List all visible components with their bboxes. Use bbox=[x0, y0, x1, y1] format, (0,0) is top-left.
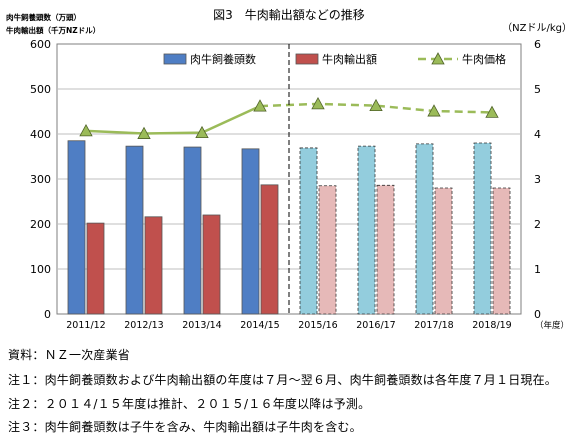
cattle-bar bbox=[299, 147, 318, 315]
axis-ticks: 0 100 200 300 400 500 600 0 1 2 3 4 5 6 bbox=[30, 38, 541, 321]
x-tick-label: 2015/16 bbox=[298, 320, 337, 331]
cattle-bar bbox=[357, 145, 376, 315]
chart: 図3 牛肉輸出額などの推移 肉牛飼養頭数（万頭） 牛肉輸出額（千万NZドル） （… bbox=[6, 7, 572, 331]
left-tick-label: 200 bbox=[30, 218, 51, 231]
right-tick-label: 1 bbox=[534, 263, 541, 276]
x-tick-label: 2014/15 bbox=[240, 320, 279, 331]
x-tick-label: 2013/14 bbox=[182, 320, 221, 331]
price-line bbox=[79, 97, 499, 139]
left-tick-label: 500 bbox=[30, 83, 51, 96]
x-axis-label: （年度） bbox=[535, 320, 569, 331]
legend-label-cattle: 肉牛飼養頭数 bbox=[190, 52, 256, 66]
price-point bbox=[369, 98, 383, 112]
price-point bbox=[195, 125, 209, 139]
export-bar bbox=[144, 216, 163, 315]
x-tick-label: 2011/12 bbox=[66, 320, 105, 331]
price-point bbox=[485, 105, 499, 118]
export-bar bbox=[86, 222, 105, 315]
price-point bbox=[137, 126, 151, 139]
price-point bbox=[253, 99, 267, 112]
cattle-bar bbox=[415, 143, 434, 315]
cattle-bar bbox=[183, 146, 202, 315]
right-tick-label: 6 bbox=[534, 38, 541, 51]
price-point bbox=[79, 124, 93, 137]
left-tick-label: 0 bbox=[44, 308, 51, 321]
cattle-bar bbox=[241, 148, 260, 315]
note-source: 資料：ＮＺ一次産業省 bbox=[8, 348, 131, 362]
legend-label-export: 牛肉輸出額 bbox=[322, 52, 377, 66]
x-tick-label: 2012/13 bbox=[124, 320, 163, 331]
legend-marker-price bbox=[431, 52, 445, 65]
export-bar bbox=[434, 187, 453, 315]
left-tick-label: 400 bbox=[30, 128, 51, 141]
price-point bbox=[311, 97, 325, 110]
legend-label-price: 牛肉価格 bbox=[462, 52, 506, 66]
cattle-bar bbox=[125, 145, 144, 315]
left-axis-label-1: 肉牛飼養頭数（万頭） bbox=[6, 12, 81, 22]
left-tick-label: 300 bbox=[30, 173, 51, 186]
note-3: 注３：肉牛飼養頭数は子牛を含み、牛肉輸出額は子牛肉を含む。 bbox=[8, 420, 362, 434]
x-tick-label: 2017/18 bbox=[414, 320, 453, 331]
right-tick-label: 3 bbox=[534, 173, 541, 186]
cattle-bar bbox=[473, 142, 492, 315]
right-tick-label: 0 bbox=[534, 308, 541, 321]
cattle-bar bbox=[67, 140, 86, 315]
export-bar bbox=[318, 185, 337, 315]
note-1: 注１：肉牛飼養頭数および牛肉輸出額の年度は７月～翌６月、肉牛飼養頭数は各年度７月… bbox=[8, 373, 558, 387]
legend-swatch-cattle bbox=[163, 53, 187, 65]
export-bar bbox=[492, 187, 511, 315]
export-bar bbox=[376, 184, 395, 315]
price-line-actual bbox=[85, 104, 261, 135]
right-tick-label: 4 bbox=[534, 128, 541, 141]
x-tick-label: 2016/17 bbox=[356, 320, 395, 331]
x-tick-label: 2018/19 bbox=[472, 320, 511, 331]
bars bbox=[67, 140, 511, 315]
price-point bbox=[427, 104, 441, 117]
left-tick-label: 600 bbox=[30, 38, 51, 51]
export-bar bbox=[260, 184, 279, 315]
left-axis-label-2: 牛肉輸出額（千万NZドル） bbox=[6, 25, 100, 35]
x-tick-labels: 2011/12 2012/13 2013/14 2014/15 2015/16 2016/… bbox=[66, 320, 511, 331]
legend: 肉牛飼養頭数 牛肉輸出額 牛肉価格 bbox=[163, 52, 506, 66]
export-bar bbox=[202, 214, 221, 315]
left-tick-label: 100 bbox=[30, 263, 51, 276]
chart-title: 図3 牛肉輸出額などの推移 bbox=[213, 7, 365, 22]
right-axis-label: （NZドル/kg） bbox=[502, 22, 572, 34]
note-2: 注２：２０１４/１５年度は推計、２０１５/１６年度以降は予測。 bbox=[8, 397, 371, 411]
right-tick-label: 5 bbox=[534, 83, 541, 96]
legend-swatch-export bbox=[295, 53, 319, 65]
right-tick-label: 2 bbox=[534, 218, 541, 231]
